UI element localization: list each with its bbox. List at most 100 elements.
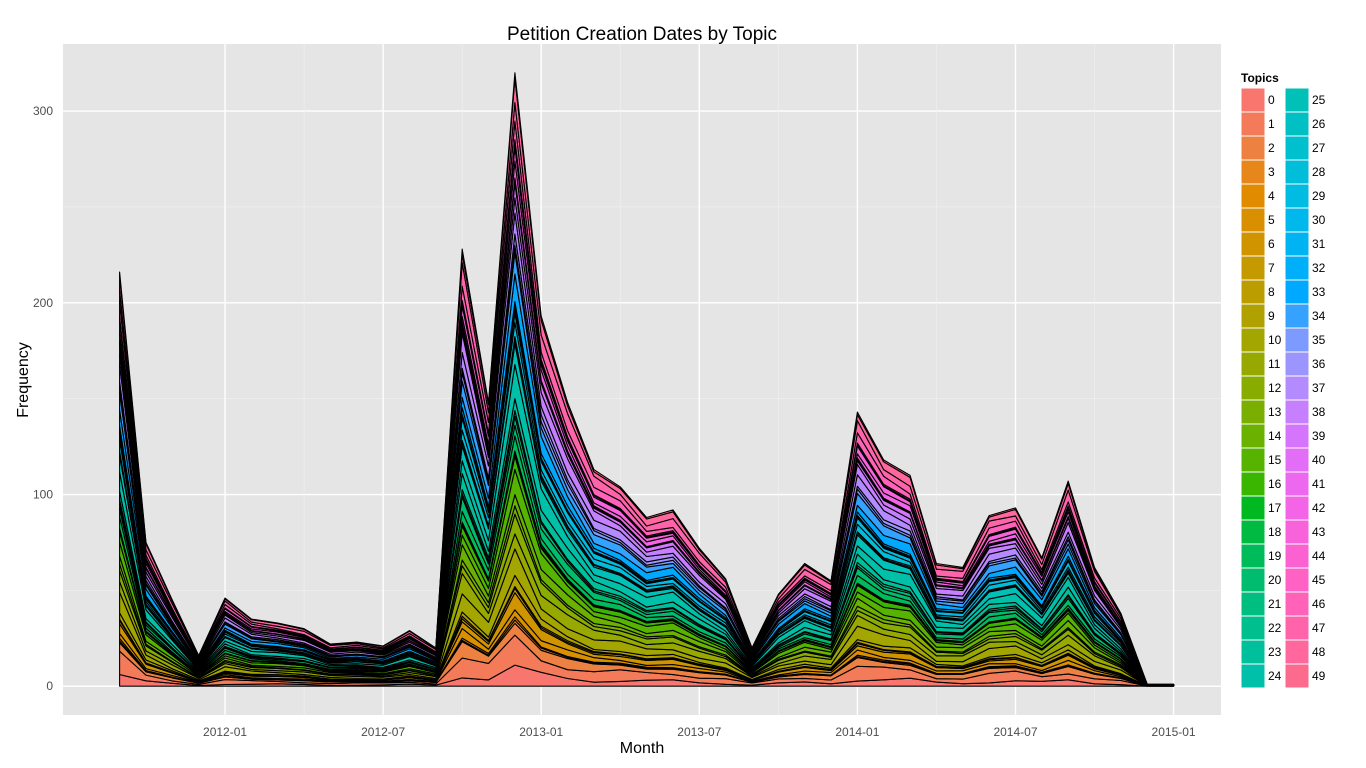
legend-swatch-topic-25 (1284, 87, 1310, 113)
legend-swatch-topic-12 (1240, 375, 1266, 401)
y-axis-title: Frequency (15, 342, 32, 418)
legend-swatch-topic-11 (1240, 351, 1266, 377)
legend-swatch-topic-31 (1284, 231, 1310, 257)
legend-label-topic-0: 0 (1268, 93, 1275, 107)
legend-label-topic-19: 19 (1268, 549, 1282, 563)
legend-swatch-topic-32 (1284, 255, 1310, 281)
legend-swatch-topic-21 (1240, 591, 1266, 617)
legend-label-topic-24: 24 (1268, 669, 1282, 683)
legend-swatch-topic-22 (1240, 615, 1266, 641)
legend-swatch-topic-48 (1284, 639, 1310, 665)
legend-label-topic-36: 36 (1312, 357, 1326, 371)
area-layer-topic-49 (119, 72, 1175, 685)
legend-swatch-topic-36 (1284, 351, 1310, 377)
legend-swatch-topic-10 (1240, 327, 1266, 353)
x-tick-label: 2015-01 (1152, 725, 1196, 739)
legend-swatch-topic-6 (1240, 231, 1266, 257)
y-tick-label: 0 (46, 679, 53, 693)
chart-title: Petition Creation Dates by Topic (507, 24, 777, 45)
x-tick-label: 2012-07 (361, 725, 405, 739)
legend-label-topic-37: 37 (1312, 381, 1326, 395)
legend-swatch-topic-29 (1284, 183, 1310, 209)
legend-label-topic-15: 15 (1268, 453, 1282, 467)
legend-swatch-topic-45 (1284, 567, 1310, 593)
legend-label-topic-9: 9 (1268, 309, 1275, 323)
legend-swatch-topic-1 (1240, 111, 1266, 137)
x-tick-label: 2014-07 (993, 725, 1037, 739)
legend-label-topic-8: 8 (1268, 285, 1275, 299)
legend-swatch-topic-26 (1284, 111, 1310, 137)
legend-label-topic-2: 2 (1268, 141, 1275, 155)
x-tick-label: 2012-01 (203, 725, 247, 739)
legend-swatch-topic-2 (1240, 135, 1266, 161)
legend-swatch-topic-17 (1240, 495, 1266, 521)
legend-label-topic-35: 35 (1312, 333, 1326, 347)
x-axis-title: Month (620, 740, 664, 757)
legend-swatch-topic-14 (1240, 423, 1266, 449)
legend-label-topic-5: 5 (1268, 213, 1275, 227)
legend-label-topic-41: 41 (1312, 477, 1326, 491)
legend-label-topic-26: 26 (1312, 117, 1326, 131)
legend-swatch-topic-20 (1240, 567, 1266, 593)
legend-swatch-topic-42 (1284, 495, 1310, 521)
legend-label-topic-46: 46 (1312, 597, 1326, 611)
legend-swatch-topic-37 (1284, 375, 1310, 401)
legend-swatch-topic-34 (1284, 303, 1310, 329)
legend-label-topic-43: 43 (1312, 525, 1326, 539)
legend-swatch-topic-35 (1284, 327, 1310, 353)
legend-label-topic-40: 40 (1312, 453, 1326, 467)
y-axis-ticks: 0 100 200 300 (33, 104, 53, 693)
legend-label-topic-28: 28 (1312, 165, 1326, 179)
legend-label-topic-31: 31 (1312, 237, 1326, 251)
legend-swatch-topic-0 (1240, 87, 1266, 113)
legend-label-topic-38: 38 (1312, 405, 1326, 419)
legend: Topics 012345678910111213141516171819202… (1240, 71, 1326, 689)
legend-label-topic-21: 21 (1268, 597, 1282, 611)
legend-label-topic-49: 49 (1312, 669, 1326, 683)
legend-swatch-topic-15 (1240, 447, 1266, 473)
legend-swatch-topic-13 (1240, 399, 1266, 425)
legend-label-topic-47: 47 (1312, 621, 1326, 635)
legend-label-topic-13: 13 (1268, 405, 1282, 419)
legend-swatch-topic-33 (1284, 279, 1310, 305)
y-tick-label: 300 (33, 104, 53, 118)
legend-swatch-topic-9 (1240, 303, 1266, 329)
legend-title: Topics (1241, 71, 1279, 85)
legend-swatch-topic-24 (1240, 663, 1266, 689)
legend-label-topic-14: 14 (1268, 429, 1282, 443)
legend-label-topic-45: 45 (1312, 573, 1326, 587)
legend-swatch-topic-43 (1284, 519, 1310, 545)
legend-swatch-topic-38 (1284, 399, 1310, 425)
area-layers (119, 72, 1175, 687)
legend-label-topic-33: 33 (1312, 285, 1326, 299)
legend-label-topic-4: 4 (1268, 189, 1275, 203)
legend-label-topic-20: 20 (1268, 573, 1282, 587)
legend-swatch-topic-23 (1240, 639, 1266, 665)
legend-swatch-topic-8 (1240, 279, 1266, 305)
legend-label-topic-18: 18 (1268, 525, 1282, 539)
x-tick-label: 2013-01 (519, 725, 563, 739)
legend-swatch-topic-46 (1284, 591, 1310, 617)
legend-label-topic-7: 7 (1268, 261, 1275, 275)
legend-label-topic-30: 30 (1312, 213, 1326, 227)
legend-label-topic-29: 29 (1312, 189, 1326, 203)
legend-label-topic-10: 10 (1268, 333, 1282, 347)
legend-label-topic-23: 23 (1268, 645, 1282, 659)
legend-swatch-topic-30 (1284, 207, 1310, 233)
legend-label-topic-1: 1 (1268, 117, 1275, 131)
x-tick-label: 2014-01 (835, 725, 879, 739)
legend-label-topic-27: 27 (1312, 141, 1326, 155)
legend-label-topic-17: 17 (1268, 501, 1282, 515)
legend-label-topic-42: 42 (1312, 501, 1326, 515)
legend-label-topic-25: 25 (1312, 93, 1326, 107)
y-tick-label: 100 (33, 488, 53, 502)
legend-swatch-topic-28 (1284, 159, 1310, 185)
x-axis-ticks: 2012-01 2012-07 2013-01 2013-07 2014-01 2014-… (203, 725, 1196, 739)
legend-label-topic-6: 6 (1268, 237, 1275, 251)
legend-swatch-topic-47 (1284, 615, 1310, 641)
legend-swatch-topic-39 (1284, 423, 1310, 449)
legend-swatch-topic-16 (1240, 471, 1266, 497)
legend-swatch-topic-41 (1284, 471, 1310, 497)
legend-label-topic-44: 44 (1312, 549, 1326, 563)
